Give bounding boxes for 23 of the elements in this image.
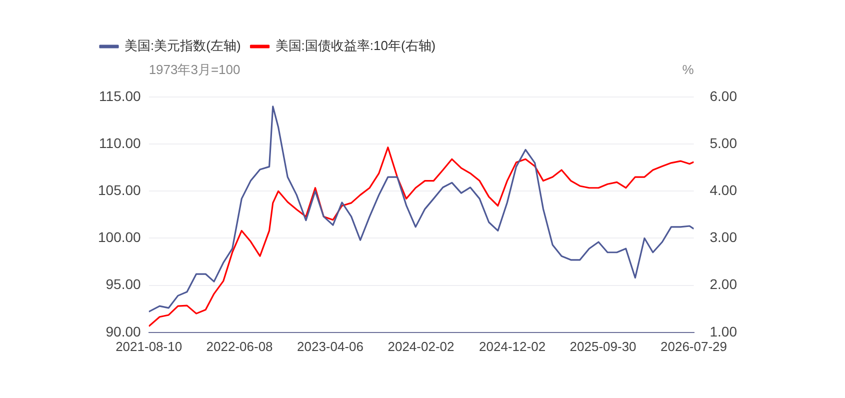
legend-label: 美国:美元指数(左轴)	[124, 38, 241, 54]
legend-label: 美国:国债收益率:10年(右轴)	[275, 38, 436, 54]
y-tick-label: 105.00	[98, 182, 142, 198]
x-tick-label: 2025-09-30	[570, 338, 636, 354]
x-tick-label: 2024-12-02	[479, 338, 546, 354]
y2-tick-label: 5.00	[710, 134, 738, 151]
y2-axis-title: %	[682, 62, 694, 78]
y2-tick-label: 3.00	[710, 229, 738, 246]
y-axis-title: 1973年3月=100	[148, 62, 240, 78]
y-tick-label: 110.00	[99, 134, 142, 151]
y-tick-label: 95.00	[106, 276, 142, 292]
y2-tick-label: 6.00	[710, 88, 738, 104]
y2-tick-label: 2.00	[710, 276, 738, 292]
y2-tick-label: 4.00	[710, 182, 738, 198]
x-tick-label: 2024-02-02	[388, 338, 454, 354]
x-tick-label: 2022-06-08	[206, 338, 273, 354]
y2-tick-label: 1.00	[710, 323, 738, 340]
x-tick-label: 2023-04-06	[297, 338, 364, 354]
x-tick-label: 2021-08-10	[116, 338, 182, 354]
x-tick-label: 2026-07-29	[660, 338, 727, 354]
y-tick-label: 90.00	[106, 323, 142, 340]
y-tick-label: 115.00	[99, 88, 142, 104]
y-tick-label: 100.00	[98, 229, 142, 246]
